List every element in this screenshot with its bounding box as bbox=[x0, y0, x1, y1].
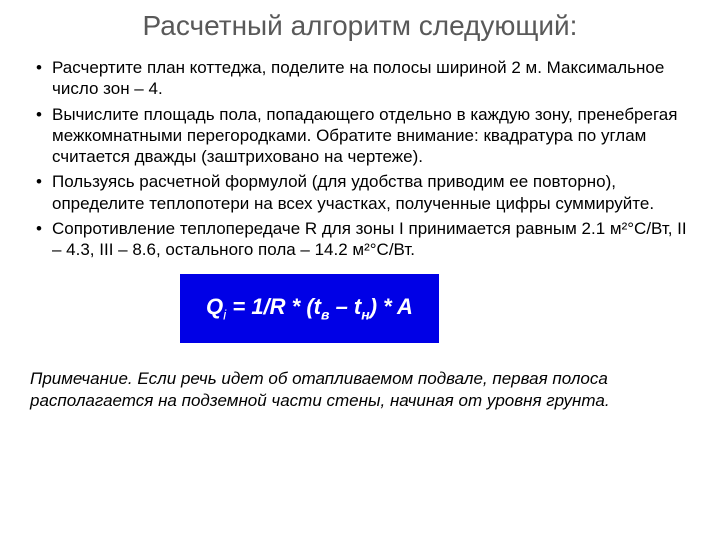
formula-mid: – t bbox=[329, 294, 361, 319]
list-item: Вычислите площадь пола, попадающего отде… bbox=[30, 104, 690, 168]
list-item: Расчертите план коттеджа, поделите на по… bbox=[30, 57, 690, 100]
formula-end: ) * A bbox=[370, 294, 413, 319]
formula-q: Q bbox=[206, 294, 223, 319]
bullet-list: Расчертите план коттеджа, поделите на по… bbox=[30, 57, 690, 260]
list-item: Пользуясь расчетной формулой (для удобст… bbox=[30, 171, 690, 214]
formula-sub-n: н bbox=[361, 307, 369, 323]
formula-box: Qi = 1/R * (tв – tн) * A bbox=[180, 274, 439, 342]
list-item: Сопротивление теплопередаче R для зоны I… bbox=[30, 218, 690, 261]
note-text: Примечание. Если речь идет об отапливаем… bbox=[30, 368, 690, 412]
formula-eq: = 1/R * (t bbox=[226, 294, 321, 319]
page-title: Расчетный алгоритм следующий: bbox=[30, 10, 690, 42]
